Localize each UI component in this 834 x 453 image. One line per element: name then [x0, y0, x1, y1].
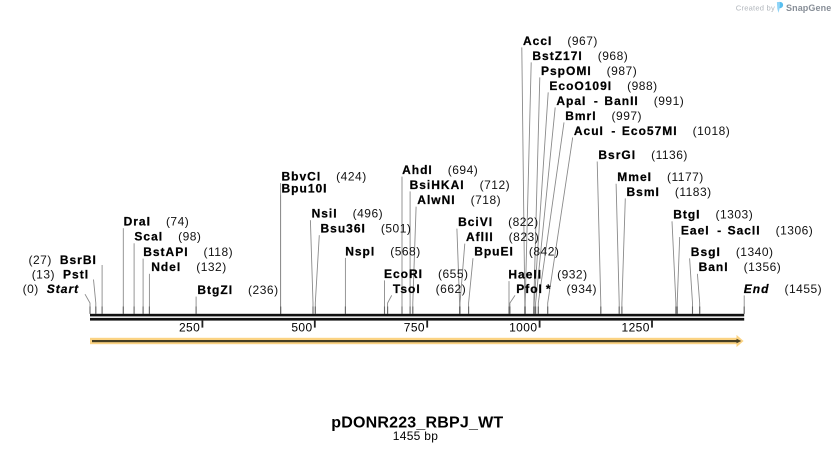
svg-text:SnapGene: SnapGene — [786, 3, 831, 13]
svg-text:MmeI(1177): MmeI (1177) — [617, 170, 703, 184]
svg-text:EaeI-SacII(1306): EaeI - SacII (1306) — [681, 223, 813, 237]
svg-text:(27)BsrBI: (27) BsrBI — [29, 253, 97, 267]
svg-text:AhdI(694): AhdI (694) — [402, 163, 478, 177]
svg-text:(13)PstI: (13) PstI — [32, 268, 89, 282]
svg-text:BbvCI(424): BbvCI (424) — [282, 170, 367, 184]
svg-text:End(1455): End (1455) — [744, 282, 822, 296]
svg-text:500: 500 — [291, 321, 312, 335]
svg-text:1250: 1250 — [622, 321, 650, 335]
svg-text:BsmI(1183): BsmI (1183) — [627, 185, 712, 199]
svg-text:PspOMI(987): PspOMI (987) — [541, 64, 637, 78]
svg-text:DraI(74): DraI (74) — [124, 215, 190, 229]
svg-text:EcoO109I(988): EcoO109I (988) — [549, 79, 657, 93]
svg-text:HaeII(932): HaeII (932) — [508, 268, 587, 282]
svg-text:NsiI(496): NsiI (496) — [312, 207, 384, 221]
svg-text:BstAPI(118): BstAPI (118) — [143, 245, 233, 259]
svg-text:BciVI(822): BciVI (822) — [458, 215, 539, 229]
svg-text:Bpu10I: Bpu10I — [282, 182, 328, 196]
svg-text:BpuEI(842): BpuEI (842) — [474, 245, 559, 259]
svg-text:Bsu36I(501): Bsu36I (501) — [321, 222, 412, 236]
svg-text:BsrGI(1136): BsrGI (1136) — [598, 148, 687, 162]
svg-text:1000: 1000 — [509, 321, 537, 335]
svg-text:AlwNI(718): AlwNI (718) — [417, 193, 501, 207]
svg-text:AcuI-Eco57MI(1018): AcuI - Eco57MI (1018) — [574, 124, 730, 138]
svg-text:BmrI(997): BmrI (997) — [565, 109, 642, 123]
svg-text:AflII(823): AflII (823) — [466, 230, 539, 244]
svg-text:ApaI-BanII(991): ApaI - BanII (991) — [556, 94, 684, 108]
svg-text:BanI(1356): BanI (1356) — [699, 260, 782, 274]
svg-text:Created by: Created by — [736, 3, 775, 12]
svg-text:ScaI(98): ScaI (98) — [134, 230, 201, 244]
svg-text:1455 bp: 1455 bp — [393, 429, 439, 443]
svg-text:EcoRI(655): EcoRI (655) — [384, 267, 469, 281]
svg-text:pDONR223_RBPJ_WT: pDONR223_RBPJ_WT — [331, 415, 503, 432]
svg-text:BstZ17I(968): BstZ17I (968) — [532, 49, 628, 63]
svg-text:BtgI(1303): BtgI (1303) — [673, 208, 753, 222]
svg-text:NspI(568): NspI (568) — [345, 244, 421, 258]
svg-text:AccI(967): AccI (967) — [523, 34, 598, 48]
svg-text:PfoI*(934): PfoI * (934) — [516, 282, 597, 296]
svg-text:BtgZI(236): BtgZI (236) — [197, 283, 278, 297]
svg-text:TsoI(662): TsoI (662) — [393, 282, 466, 296]
svg-text:250: 250 — [179, 321, 200, 335]
svg-text:BsiHKAI(712): BsiHKAI (712) — [410, 178, 511, 192]
svg-text:BsgI(1340): BsgI (1340) — [691, 245, 774, 259]
svg-text:(0)Start: (0) Start — [23, 282, 80, 296]
svg-text:750: 750 — [404, 321, 425, 335]
svg-text:NdeI(132): NdeI (132) — [151, 260, 227, 274]
